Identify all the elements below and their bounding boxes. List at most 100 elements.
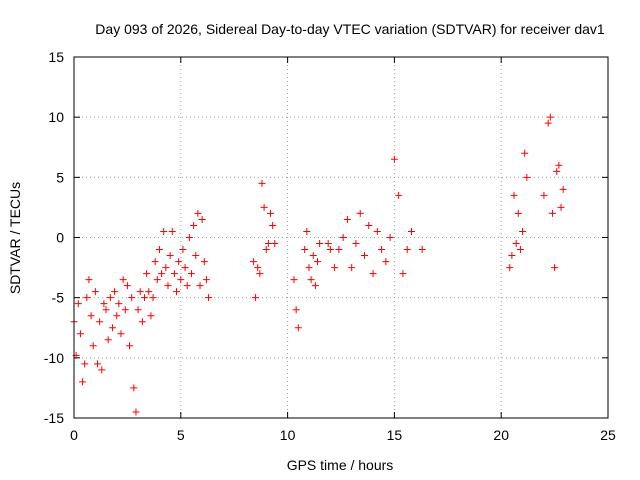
data-point <box>190 221 198 229</box>
data-point <box>301 246 309 254</box>
data-point <box>151 258 159 266</box>
data-point <box>153 276 161 284</box>
data-point <box>399 270 407 278</box>
data-point <box>514 209 522 217</box>
data-point <box>177 276 185 284</box>
data-point <box>373 227 381 235</box>
x-tick-label: 10 <box>280 427 296 443</box>
data-point <box>267 209 275 217</box>
data-point <box>249 258 257 266</box>
y-axis-label: SDTVAR / TECUs <box>7 182 23 294</box>
data-point <box>555 161 563 169</box>
grid-layer <box>74 57 608 418</box>
data-point <box>551 264 559 272</box>
data-point <box>307 276 315 284</box>
data-point <box>316 240 324 248</box>
data-point <box>390 155 398 163</box>
data-point <box>185 234 193 241</box>
data-point <box>403 246 411 254</box>
data-point <box>164 282 172 290</box>
data-point <box>348 264 356 272</box>
data-point <box>331 264 339 272</box>
data-point <box>83 294 91 302</box>
data-point <box>258 179 266 187</box>
data-point <box>540 191 548 199</box>
data-point <box>115 300 123 308</box>
data-point <box>292 306 300 314</box>
data-point <box>339 234 347 241</box>
data-point <box>271 240 279 248</box>
data-point <box>324 240 332 248</box>
data-point <box>138 318 146 326</box>
data-point <box>140 294 148 302</box>
data-point <box>128 294 136 302</box>
data-points <box>70 113 567 416</box>
data-point <box>194 209 202 217</box>
data-point <box>512 240 520 248</box>
data-point <box>134 306 142 314</box>
data-point <box>418 246 426 254</box>
data-point <box>544 119 552 127</box>
data-point <box>256 270 264 278</box>
data-point <box>521 149 529 157</box>
data-point <box>198 215 206 223</box>
y-tick-label: -5 <box>52 290 65 306</box>
data-point <box>155 246 163 254</box>
y-tick-label: 10 <box>48 109 64 125</box>
data-point <box>126 342 134 350</box>
data-point <box>314 258 322 266</box>
y-tick-label: 15 <box>48 49 64 65</box>
data-point <box>181 264 189 272</box>
data-point <box>170 270 178 278</box>
data-point <box>356 209 364 217</box>
data-point <box>145 288 153 296</box>
data-point <box>87 312 95 320</box>
data-point <box>158 270 166 278</box>
data-point <box>132 408 140 416</box>
data-point <box>559 185 567 193</box>
data-point <box>516 246 524 254</box>
data-point <box>290 276 298 284</box>
data-point <box>96 318 104 326</box>
data-point <box>508 252 516 260</box>
data-point <box>294 324 302 332</box>
data-point <box>519 227 527 235</box>
y-tick-label: -15 <box>44 410 64 426</box>
data-point <box>305 264 313 272</box>
chart-title: Day 093 of 2026, Sidereal Day-to-day VTE… <box>95 21 605 37</box>
data-point <box>108 324 116 332</box>
data-point <box>269 221 277 229</box>
data-point <box>168 227 176 235</box>
data-point <box>162 264 170 272</box>
data-point <box>76 330 84 338</box>
data-point <box>106 294 114 302</box>
data-point <box>262 246 270 254</box>
data-point <box>183 282 191 290</box>
data-point <box>100 300 108 308</box>
data-point <box>113 312 121 320</box>
data-point <box>553 167 561 175</box>
data-point <box>123 282 131 290</box>
data-point <box>365 221 373 229</box>
data-point <box>548 209 556 217</box>
data-point <box>89 342 97 350</box>
data-point <box>85 276 93 284</box>
data-point <box>407 227 415 235</box>
data-point <box>93 360 101 368</box>
y-tick-label: 5 <box>56 169 64 185</box>
data-point <box>166 252 174 260</box>
data-point <box>369 270 377 278</box>
y-tick-label: -10 <box>44 350 64 366</box>
data-point <box>196 282 204 290</box>
data-point <box>264 240 272 248</box>
data-point <box>309 252 317 260</box>
data-point <box>395 191 403 199</box>
data-point <box>121 306 129 314</box>
data-point <box>98 366 106 374</box>
data-point <box>378 246 386 254</box>
data-point <box>360 252 368 260</box>
data-point <box>175 258 183 266</box>
data-point <box>179 246 187 254</box>
